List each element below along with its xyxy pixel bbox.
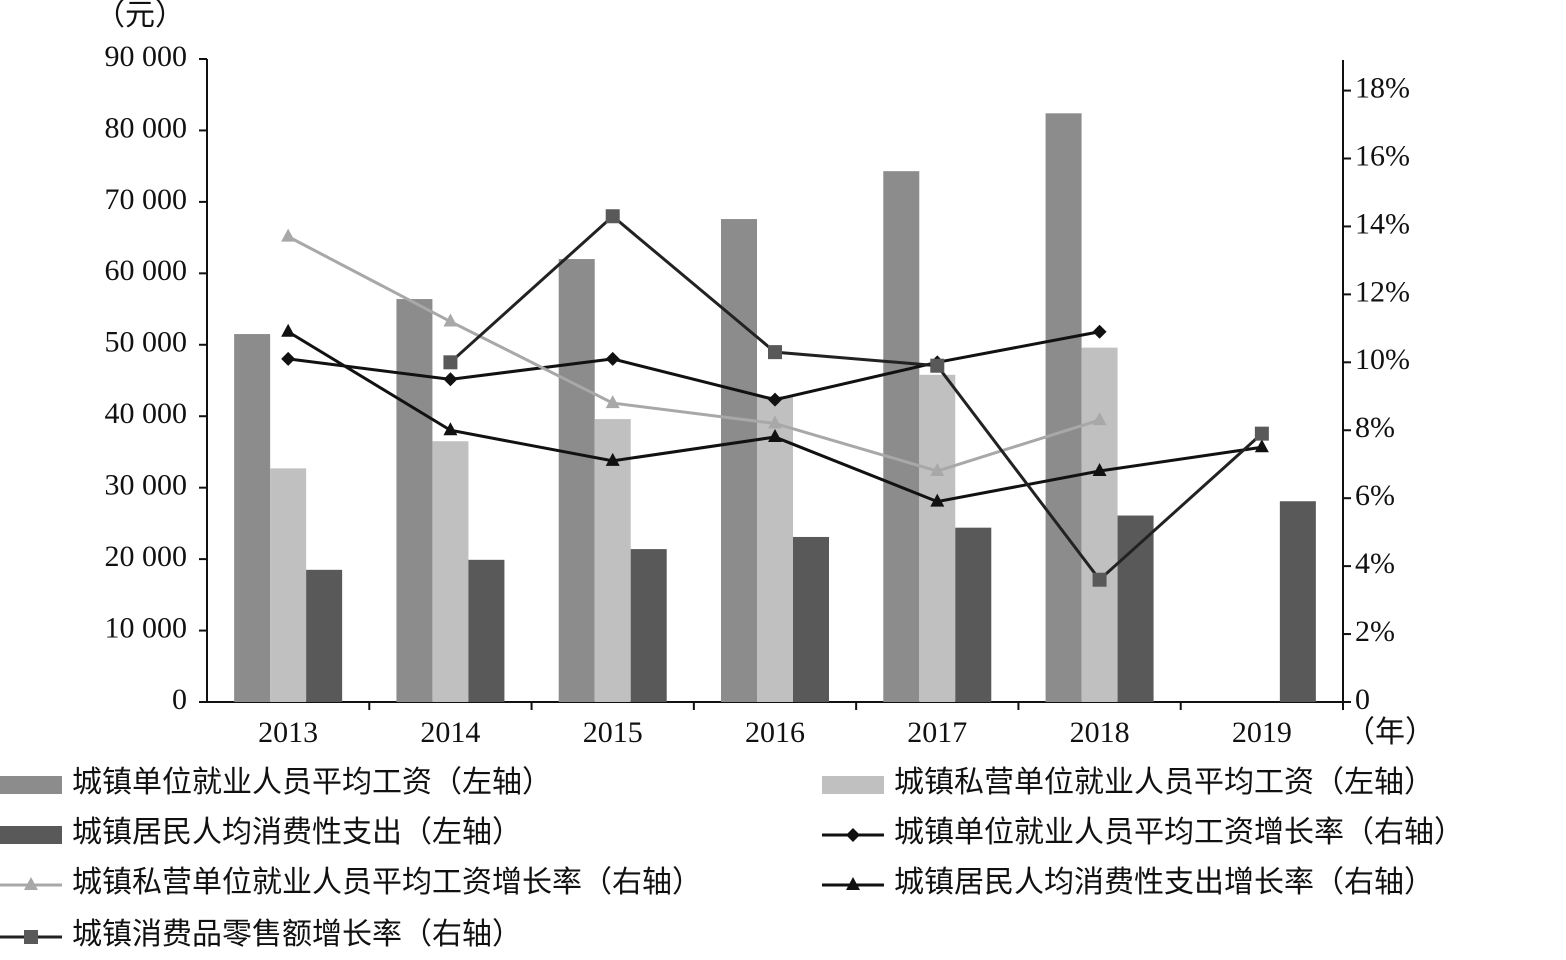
bar: [793, 536, 829, 702]
legend-label: 城镇私营单位就业人员平均工资（左轴）: [894, 766, 1434, 799]
bar: [630, 549, 667, 702]
bar: [1081, 347, 1118, 702]
y2-tick-label: 0: [1355, 683, 1370, 716]
legend-marker: [24, 877, 38, 890]
line: [287, 235, 1101, 473]
line-marker: [281, 228, 296, 242]
bar: [432, 441, 469, 702]
y-tick-label: 60 000: [105, 254, 188, 287]
x-tick-label: 2013: [258, 716, 318, 749]
line-marker: [605, 351, 620, 366]
y2-tick-label: 2%: [1355, 615, 1395, 648]
bar: [594, 419, 631, 702]
line-marker: [930, 463, 945, 477]
y-unit-label: （元）: [95, 0, 185, 32]
bar: [757, 396, 793, 702]
legend-label: 城镇单位就业人员平均工资增长率（右轴）: [894, 816, 1464, 849]
legend-label: 城镇居民人均消费性支出增长率（右轴）: [894, 866, 1434, 899]
bar: [306, 569, 343, 702]
y-tick-label: 30 000: [105, 469, 188, 502]
legend-swatch: [822, 776, 884, 794]
line-marker: [930, 493, 945, 507]
legend-swatch: [0, 826, 62, 844]
legend-label: 城镇消费品零售额增长率（右轴）: [72, 918, 522, 951]
legend-marker: [846, 877, 860, 890]
bar: [468, 559, 505, 702]
bar: [558, 259, 595, 702]
x-tick-label: 2018: [1070, 716, 1130, 749]
y2-tick-label: 14%: [1355, 207, 1410, 240]
y2-tick-label: 8%: [1355, 411, 1395, 444]
y2-tick-label: 18%: [1355, 71, 1410, 104]
line-marker: [768, 392, 782, 407]
y-tick-label: 0: [172, 683, 187, 716]
y-tick-label: 80 000: [105, 111, 188, 144]
line-marker: [1092, 463, 1107, 477]
bar: [396, 299, 433, 702]
line-marker: [605, 452, 620, 466]
bar: [883, 171, 920, 702]
legend-label: 城镇居民人均消费性支出（左轴）: [72, 816, 522, 849]
bar: [1117, 515, 1154, 702]
x-unit-label: （年）: [1345, 716, 1435, 749]
legend-marker: [24, 930, 38, 944]
line-marker: [930, 358, 945, 373]
x-tick-label: 2015: [583, 716, 643, 749]
y-tick-label: 10 000: [105, 611, 188, 644]
y2-tick-label: 6%: [1355, 479, 1395, 512]
x-tick-label: 2014: [420, 716, 480, 749]
legend-marker: [846, 828, 860, 842]
line-marker: [443, 355, 458, 370]
line-marker: [1092, 572, 1107, 587]
line-marker: [1092, 324, 1107, 339]
bar: [919, 374, 956, 702]
bar: [721, 219, 757, 702]
line-marker: [443, 422, 458, 436]
y-tick-label: 40 000: [105, 397, 188, 430]
bar: [1045, 113, 1082, 702]
line-marker: [281, 323, 296, 337]
bar: [955, 527, 992, 702]
line: [287, 330, 1100, 402]
bar: [270, 468, 307, 702]
line-marker: [768, 415, 782, 429]
line-marker: [768, 429, 782, 443]
x-tick-label: 2017: [907, 716, 967, 749]
y2-tick-label: 10%: [1355, 343, 1410, 376]
line-marker: [605, 395, 620, 409]
legend-label: 城镇单位就业人员平均工资（左轴）: [72, 766, 552, 799]
line-marker: [281, 351, 296, 366]
y-tick-label: 70 000: [105, 183, 188, 216]
x-tick-label: 2019: [1232, 716, 1292, 749]
bar: [234, 334, 271, 702]
line: [449, 214, 1263, 582]
bar: [1279, 501, 1316, 702]
line-marker: [605, 209, 620, 224]
y2-tick-label: 12%: [1355, 275, 1410, 308]
y2-tick-label: 4%: [1355, 547, 1395, 580]
line-marker: [768, 345, 782, 360]
line-marker: [1254, 439, 1269, 453]
line-marker: [443, 372, 458, 387]
y-tick-label: 90 000: [105, 40, 188, 73]
line-marker: [1092, 412, 1107, 426]
y2-tick-label: 16%: [1355, 139, 1410, 172]
line-marker: [1254, 426, 1269, 441]
y-tick-label: 50 000: [105, 326, 188, 359]
y-tick-label: 20 000: [105, 540, 188, 573]
legend-label: 城镇私营单位就业人员平均工资增长率（右轴）: [72, 866, 702, 899]
line-marker: [443, 313, 458, 327]
x-tick-label: 2016: [745, 716, 805, 749]
legend-swatch: [0, 776, 62, 794]
